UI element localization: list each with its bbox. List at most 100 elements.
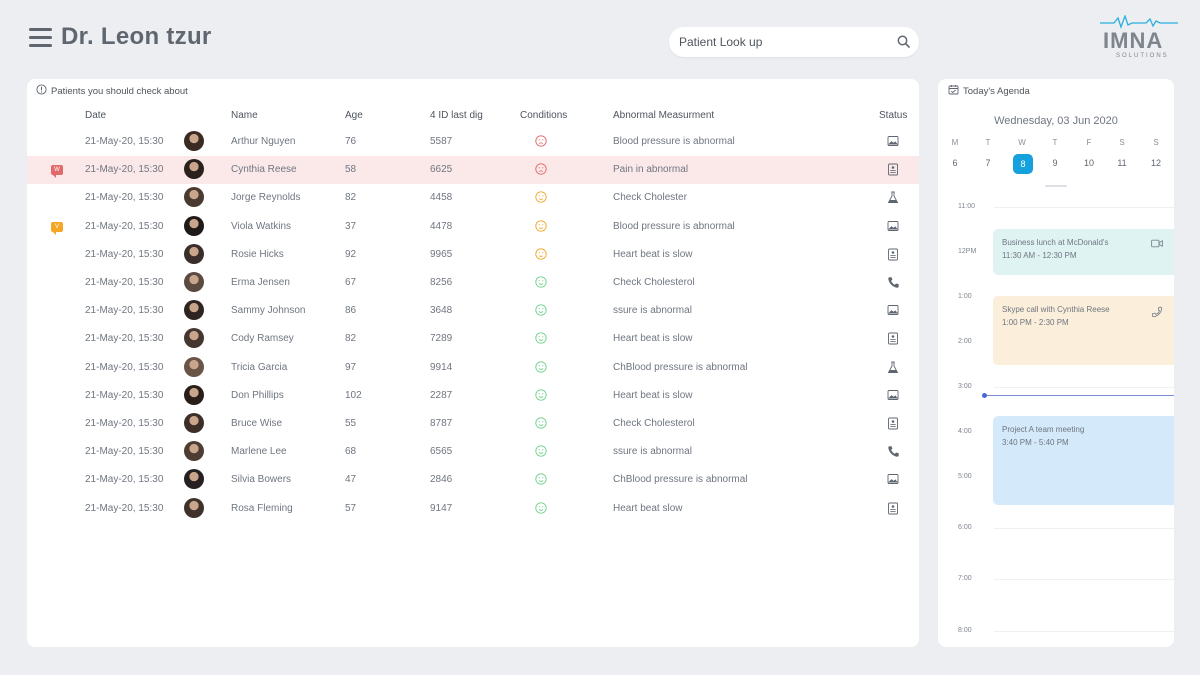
row-name[interactable]: Rosa Fleming (231, 502, 293, 514)
agenda-event[interactable]: Business lunch at McDonald's 11:30 AM - 1… (993, 229, 1174, 275)
day-number[interactable]: 6 (952, 158, 958, 168)
agenda-event[interactable]: Project A team meeting 3:40 PM - 5:40 PM (993, 416, 1174, 505)
image-icon[interactable] (887, 220, 899, 235)
row-id: 3648 (430, 305, 453, 317)
row-name[interactable]: Silvia Bowers (231, 474, 292, 486)
happy-face-icon (535, 501, 547, 517)
col-date[interactable]: Date (85, 110, 107, 121)
phone-icon[interactable] (1151, 306, 1163, 322)
row-name[interactable]: Viola Watkins (231, 220, 292, 232)
image-icon[interactable] (887, 473, 899, 488)
row-age: 82 (345, 333, 357, 345)
col-conditions[interactable]: Conditions (520, 110, 568, 121)
day-number[interactable]: 9 (1052, 158, 1058, 168)
row-measurement: Blood pressure is abnormal (613, 136, 735, 147)
selected-day[interactable]: 8 (1013, 154, 1033, 174)
table-row[interactable]: V 21-May-20, 15:30 Viola Watkins 37 4478 Bloo… (27, 213, 919, 241)
col-id[interactable]: 4 ID last dig (430, 110, 483, 121)
event-time: 1:00 PM - 2:30 PM (1002, 318, 1069, 327)
row-age: 67 (345, 277, 357, 288)
agenda-event[interactable]: Skype call with Cynthia Reese 1:00 PM - 2… (993, 296, 1174, 365)
table-row[interactable]: 21-May-20, 15:30 Rosa Fleming 57 9147 Heart … (27, 495, 919, 523)
sad-face-icon (535, 163, 547, 178)
row-date: 21-May-20, 15:30 (85, 136, 164, 147)
row-name[interactable]: Cody Ramsey (231, 333, 294, 345)
weekday-label: W (1018, 138, 1026, 147)
col-abnormal[interactable]: Abnormal Measurment (613, 110, 715, 121)
happy-face-icon (535, 360, 547, 376)
document-icon[interactable] (887, 163, 899, 179)
neutral-face-icon (535, 248, 547, 263)
table-row[interactable]: 21-May-20, 15:30 Bruce Wise 55 8787 Check Ch… (27, 410, 919, 438)
patients-panel: Patients you should check about Date Nam… (27, 79, 919, 647)
row-age: 92 (345, 248, 357, 260)
table-row[interactable]: 21-May-20, 15:30 Arthur Nguyen 76 5587 Blood… (27, 128, 919, 156)
row-name[interactable]: Erma Jensen (231, 277, 290, 288)
document-icon[interactable] (887, 502, 899, 518)
table-row[interactable]: 21-May-20, 15:30 Rosie Hicks 92 9965 Heart b… (27, 241, 919, 269)
table-row[interactable]: W 21-May-20, 15:30 Cynthia Reese 58 6625 Pain… (27, 156, 919, 185)
row-name[interactable]: Jorge Reynolds (231, 192, 301, 204)
row-measurement: Heart beat is slow (613, 389, 693, 401)
avatar (184, 441, 204, 462)
table-row[interactable]: 21-May-20, 15:30 Don Phillips 102 2287 Heart… (27, 382, 919, 410)
row-date: 21-May-20, 15:30 (85, 277, 164, 288)
row-date: 21-May-20, 15:30 (85, 164, 164, 176)
phone-icon[interactable] (887, 276, 900, 292)
row-name[interactable]: Don Phillips (231, 389, 284, 401)
current-time-dot (982, 393, 987, 398)
search-icon[interactable] (897, 35, 910, 53)
happy-face-icon (535, 332, 547, 347)
day-number[interactable]: 11 (1117, 158, 1127, 168)
avatar (184, 356, 204, 377)
video-icon[interactable] (1151, 239, 1163, 252)
table-row[interactable]: 21-May-20, 15:30 Erma Jensen 67 8256 Check C… (27, 269, 919, 297)
patient-search[interactable] (669, 27, 919, 57)
agenda-title: Today's Agenda (963, 85, 1030, 97)
day-number[interactable]: 7 (985, 158, 991, 168)
image-icon[interactable] (887, 389, 899, 404)
document-icon[interactable] (887, 332, 899, 348)
table-row[interactable]: 21-May-20, 15:30 Tricia Garcia 97 9914 ChBlo… (27, 354, 919, 382)
time-gridline (994, 207, 1174, 208)
drag-handle[interactable] (1045, 185, 1067, 187)
row-name[interactable]: Bruce Wise (231, 418, 283, 429)
document-icon[interactable] (887, 417, 899, 433)
row-name[interactable]: Marlene Lee (231, 446, 287, 458)
time-gridline (994, 631, 1174, 632)
day-number[interactable]: 12 (1150, 158, 1161, 168)
row-name[interactable]: Sammy Johnson (231, 305, 306, 317)
phone-icon[interactable] (887, 445, 900, 461)
image-icon[interactable] (887, 304, 899, 319)
time-label: 1:00 (958, 293, 972, 300)
table-row[interactable]: 21-May-20, 15:30 Marlene Lee 68 6565 ssure i… (27, 438, 919, 466)
row-name[interactable]: Rosie Hicks (231, 248, 284, 260)
col-name[interactable]: Name (231, 110, 258, 121)
row-date: 21-May-20, 15:30 (85, 305, 164, 317)
col-age[interactable]: Age (345, 110, 363, 121)
day-number[interactable]: 10 (1083, 158, 1094, 168)
avatar (184, 243, 204, 264)
flask-icon[interactable] (887, 191, 899, 207)
alert-flag-icon[interactable]: V (51, 221, 63, 235)
table-row[interactable]: 21-May-20, 15:30 Sammy Johnson 86 3648 ssure… (27, 297, 919, 325)
alert-flag-icon[interactable]: W (51, 165, 63, 179)
table-row[interactable]: 21-May-20, 15:30 Cody Ramsey 82 7289 Heart b… (27, 325, 919, 353)
happy-face-icon (535, 445, 547, 460)
time-gridline (994, 579, 1174, 580)
row-name[interactable]: Cynthia Reese (231, 164, 297, 176)
hamburger-menu-icon[interactable] (29, 28, 52, 47)
table-row[interactable]: 21-May-20, 15:30 Silvia Bowers 47 2846 ChBlo… (27, 466, 919, 494)
patient-search-input[interactable] (679, 33, 879, 51)
image-icon[interactable] (887, 135, 899, 150)
row-name[interactable]: Arthur Nguyen (231, 136, 296, 147)
table-row[interactable]: 21-May-20, 15:30 Jorge Reynolds 82 4458 Chec… (27, 184, 919, 212)
avatar (184, 272, 204, 292)
row-name[interactable]: Tricia Garcia (231, 361, 288, 373)
document-icon[interactable] (887, 248, 899, 264)
patients-panel-header: Patients you should check about (36, 84, 188, 98)
weekday-label: T (1052, 138, 1058, 147)
flask-icon[interactable] (887, 361, 899, 377)
avatar (184, 328, 204, 349)
col-status[interactable]: Status (879, 110, 908, 121)
